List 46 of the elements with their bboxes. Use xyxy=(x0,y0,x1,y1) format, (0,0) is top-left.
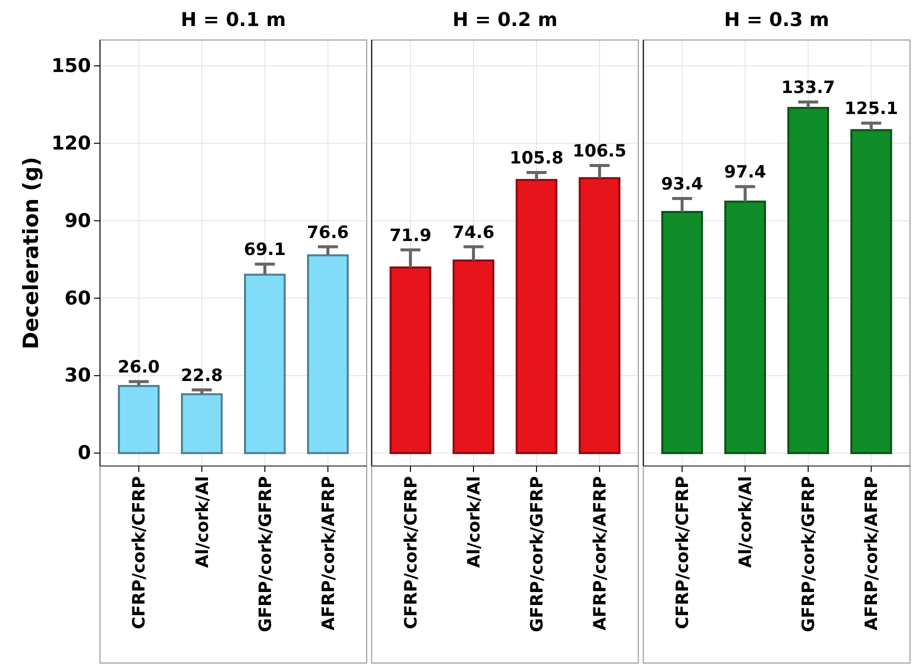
chart-title: H = 0.2 m xyxy=(452,9,558,31)
y-axis-title: Deceleration (g) xyxy=(19,156,43,350)
data-label: 22.8 xyxy=(180,366,223,386)
y-tick-label: 90 xyxy=(64,210,91,232)
x-tick-label: GFRP/cork/GFRP xyxy=(527,476,548,632)
x-tick-label: CFRP/cork/CFRP xyxy=(401,476,422,630)
data-label: 97.4 xyxy=(724,162,766,183)
x-tick-label: GFRP/cork/GFRP xyxy=(256,476,276,632)
x-tick-label: Al/cork/Al xyxy=(464,476,484,568)
bar xyxy=(180,393,223,454)
data-label: 69.1 xyxy=(244,240,286,260)
y-tick-label: 0 xyxy=(78,442,91,464)
bar xyxy=(390,266,432,454)
bar xyxy=(452,259,494,454)
bar xyxy=(661,210,703,454)
data-label: 105.8 xyxy=(510,148,564,168)
y-tick-label: 120 xyxy=(51,132,91,154)
chart-title: H = 0.3 m xyxy=(724,9,830,31)
x-tick-label: AFRP/cork/AFRP xyxy=(862,476,882,631)
x-tick-label: GFRP/cork/GFRP xyxy=(799,476,820,632)
bar xyxy=(724,200,766,454)
bar xyxy=(787,106,830,454)
data-label: 125.1 xyxy=(844,99,898,120)
bar xyxy=(850,129,892,454)
x-tick-label: CFRP/cork/CFRP xyxy=(673,476,694,630)
bar xyxy=(118,384,160,454)
x-tick-label: AFRP/cork/AFRP xyxy=(590,476,611,631)
data-label: 76.6 xyxy=(306,222,349,243)
data-label: 74.6 xyxy=(452,222,494,243)
chart-title: H = 0.1 m xyxy=(180,9,286,31)
y-tick-label: 60 xyxy=(64,287,91,310)
x-tick-label: Al/cork/Al xyxy=(736,476,756,568)
y-tick-label: 30 xyxy=(64,364,91,387)
x-tick-label: Al/cork/Al xyxy=(192,476,213,568)
data-label: 133.7 xyxy=(781,78,836,98)
data-label: 71.9 xyxy=(389,226,432,246)
bar xyxy=(578,177,620,454)
x-tick-label: AFRP/cork/AFRP xyxy=(318,476,339,631)
bar xyxy=(307,254,349,454)
y-tick-label: 150 xyxy=(51,54,91,77)
data-label: 93.4 xyxy=(661,174,704,195)
data-label: 26.0 xyxy=(118,358,160,378)
data-label: 106.5 xyxy=(572,141,626,162)
bar xyxy=(516,178,558,454)
x-tick-label: CFRP/cork/CFRP xyxy=(130,476,150,630)
bar xyxy=(244,274,286,454)
